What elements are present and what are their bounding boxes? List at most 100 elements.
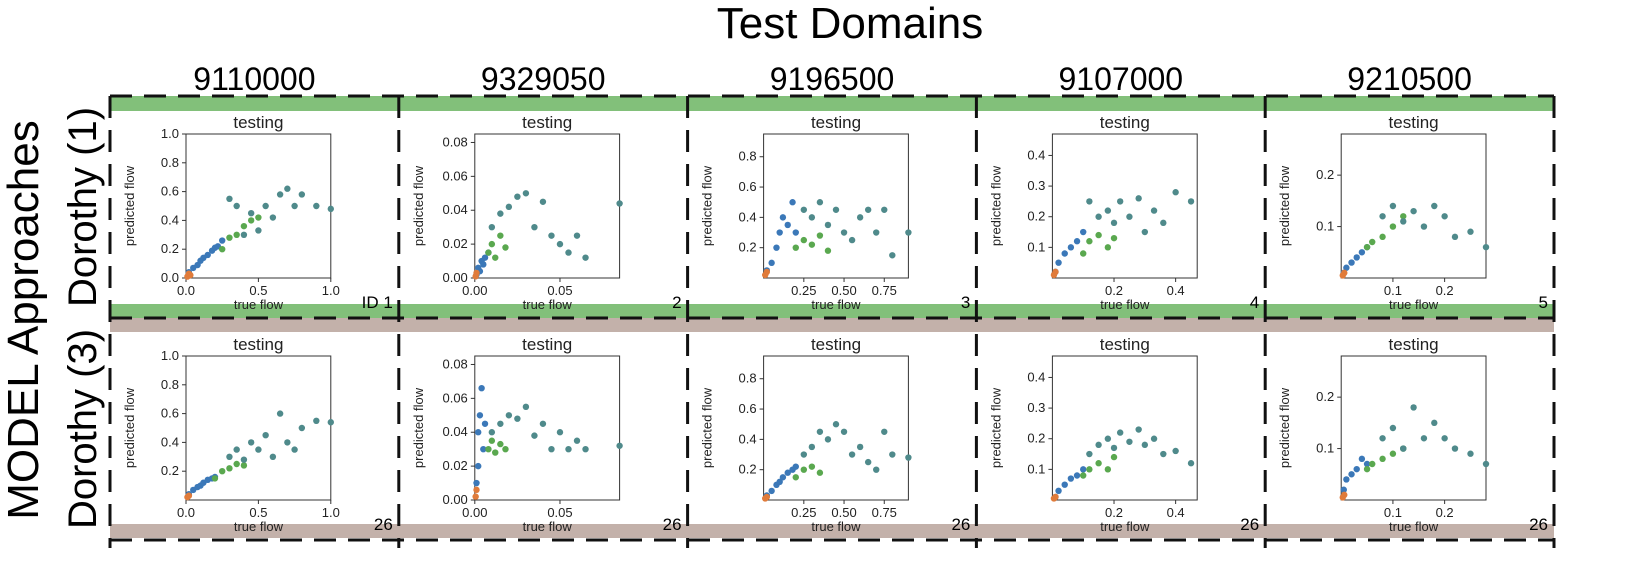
y-tick-label: 0.6 [739, 401, 757, 416]
data-point [1187, 198, 1195, 205]
plot-frame [763, 133, 909, 279]
y-tick-label: 0.04 [442, 202, 467, 217]
data-point [1341, 491, 1348, 499]
y-tick-label: 0.2 [1027, 209, 1045, 224]
data-point [1369, 238, 1376, 246]
data-point [291, 446, 298, 453]
data-point [226, 195, 233, 202]
data-point [473, 479, 480, 487]
y-tick-label: 0.8 [161, 377, 179, 392]
y-axis-label: predicted flow [1277, 387, 1292, 468]
x-axis-label: true flow [234, 297, 284, 312]
data-point [488, 437, 496, 444]
data-point [1451, 445, 1459, 452]
data-point [776, 229, 783, 236]
x-axis-label: true flow [1100, 297, 1150, 312]
data-point [784, 221, 791, 229]
data-point [1086, 238, 1093, 245]
row1-top-band [110, 96, 1554, 111]
data-point [219, 246, 226, 253]
data-point [1363, 465, 1371, 473]
data-point [1379, 233, 1386, 241]
row2-bottom-band [110, 524, 1554, 538]
y-tick-label: 0.08 [442, 134, 467, 149]
data-point [768, 487, 775, 495]
x-tick-label: 0.0 [177, 283, 195, 298]
data-point [187, 271, 194, 279]
data-point [204, 251, 211, 259]
data-point [1086, 466, 1093, 473]
data-point [1141, 441, 1149, 449]
data-point [1400, 445, 1407, 452]
x-axis-label: true flow [523, 519, 573, 534]
data-point [548, 445, 555, 453]
data-point [1080, 466, 1087, 473]
data-point [1080, 228, 1087, 236]
data-point [1340, 486, 1347, 493]
data-point [233, 446, 240, 453]
x-tick-label: 0.5 [249, 283, 267, 298]
plot-title: testing [233, 335, 283, 354]
data-point [1150, 435, 1158, 442]
data-point [800, 451, 808, 458]
data-point [832, 206, 840, 213]
row2-top-band [110, 318, 1554, 332]
data-point [1348, 259, 1355, 266]
y-tick-label: 0.02 [442, 236, 467, 251]
data-point [485, 445, 492, 453]
data-point [298, 424, 306, 432]
data-point [565, 445, 572, 453]
data-point [1441, 213, 1448, 220]
data-point [1420, 435, 1428, 442]
data-point [808, 241, 816, 248]
data-point [1160, 450, 1167, 458]
data-point [497, 420, 504, 427]
data-point [789, 199, 796, 206]
y-tick-label: 0.2 [739, 462, 757, 477]
data-point [792, 474, 799, 481]
data-point [1086, 450, 1093, 458]
data-point [262, 202, 269, 210]
data-point [505, 203, 513, 211]
data-point [475, 462, 482, 470]
plot-frame [474, 133, 621, 279]
x-tick-label: 0.05 [547, 283, 572, 298]
plot-title: testing [233, 113, 283, 132]
data-point [832, 421, 840, 428]
data-point [1126, 213, 1133, 220]
data-point [240, 462, 248, 469]
data-point [1400, 213, 1407, 220]
data-point [472, 493, 479, 500]
data-point [1061, 250, 1068, 257]
scatter-panel: testing predicted flow true flow 0.2 0.4 0.6 0… [700, 113, 971, 312]
data-point [327, 205, 334, 213]
data-point [247, 217, 255, 224]
data-point [763, 493, 771, 501]
data-point [1095, 213, 1102, 220]
y-tick-label: 0.8 [739, 149, 757, 164]
data-point [226, 234, 233, 241]
x-tick-label: 0.75 [872, 505, 897, 520]
x-tick-label: 0.50 [831, 505, 856, 520]
data-point [808, 463, 816, 470]
data-point [497, 232, 504, 239]
data-point [1067, 475, 1075, 482]
panel-id: 3 [961, 293, 970, 312]
data-point [478, 384, 485, 392]
plot-title: testing [522, 335, 572, 354]
y-axis-label: predicted flow [700, 165, 715, 246]
data-point [226, 465, 233, 472]
data-point [276, 191, 284, 198]
data-point [1061, 481, 1068, 488]
data-point [1160, 219, 1167, 227]
data-point [480, 445, 487, 453]
data-point [514, 193, 521, 200]
scatter-panel: testing predicted flow true flow 0.00 0.02 0.… [411, 335, 682, 534]
row-group-label: MODEL Approaches [0, 120, 48, 519]
y-axis-label: predicted flow [988, 387, 1003, 468]
data-point [1135, 195, 1142, 202]
data-point [808, 214, 816, 221]
data-point [1441, 435, 1448, 442]
y-tick-label: 0.4 [1027, 147, 1045, 162]
y-tick-label: 0.8 [161, 155, 179, 170]
